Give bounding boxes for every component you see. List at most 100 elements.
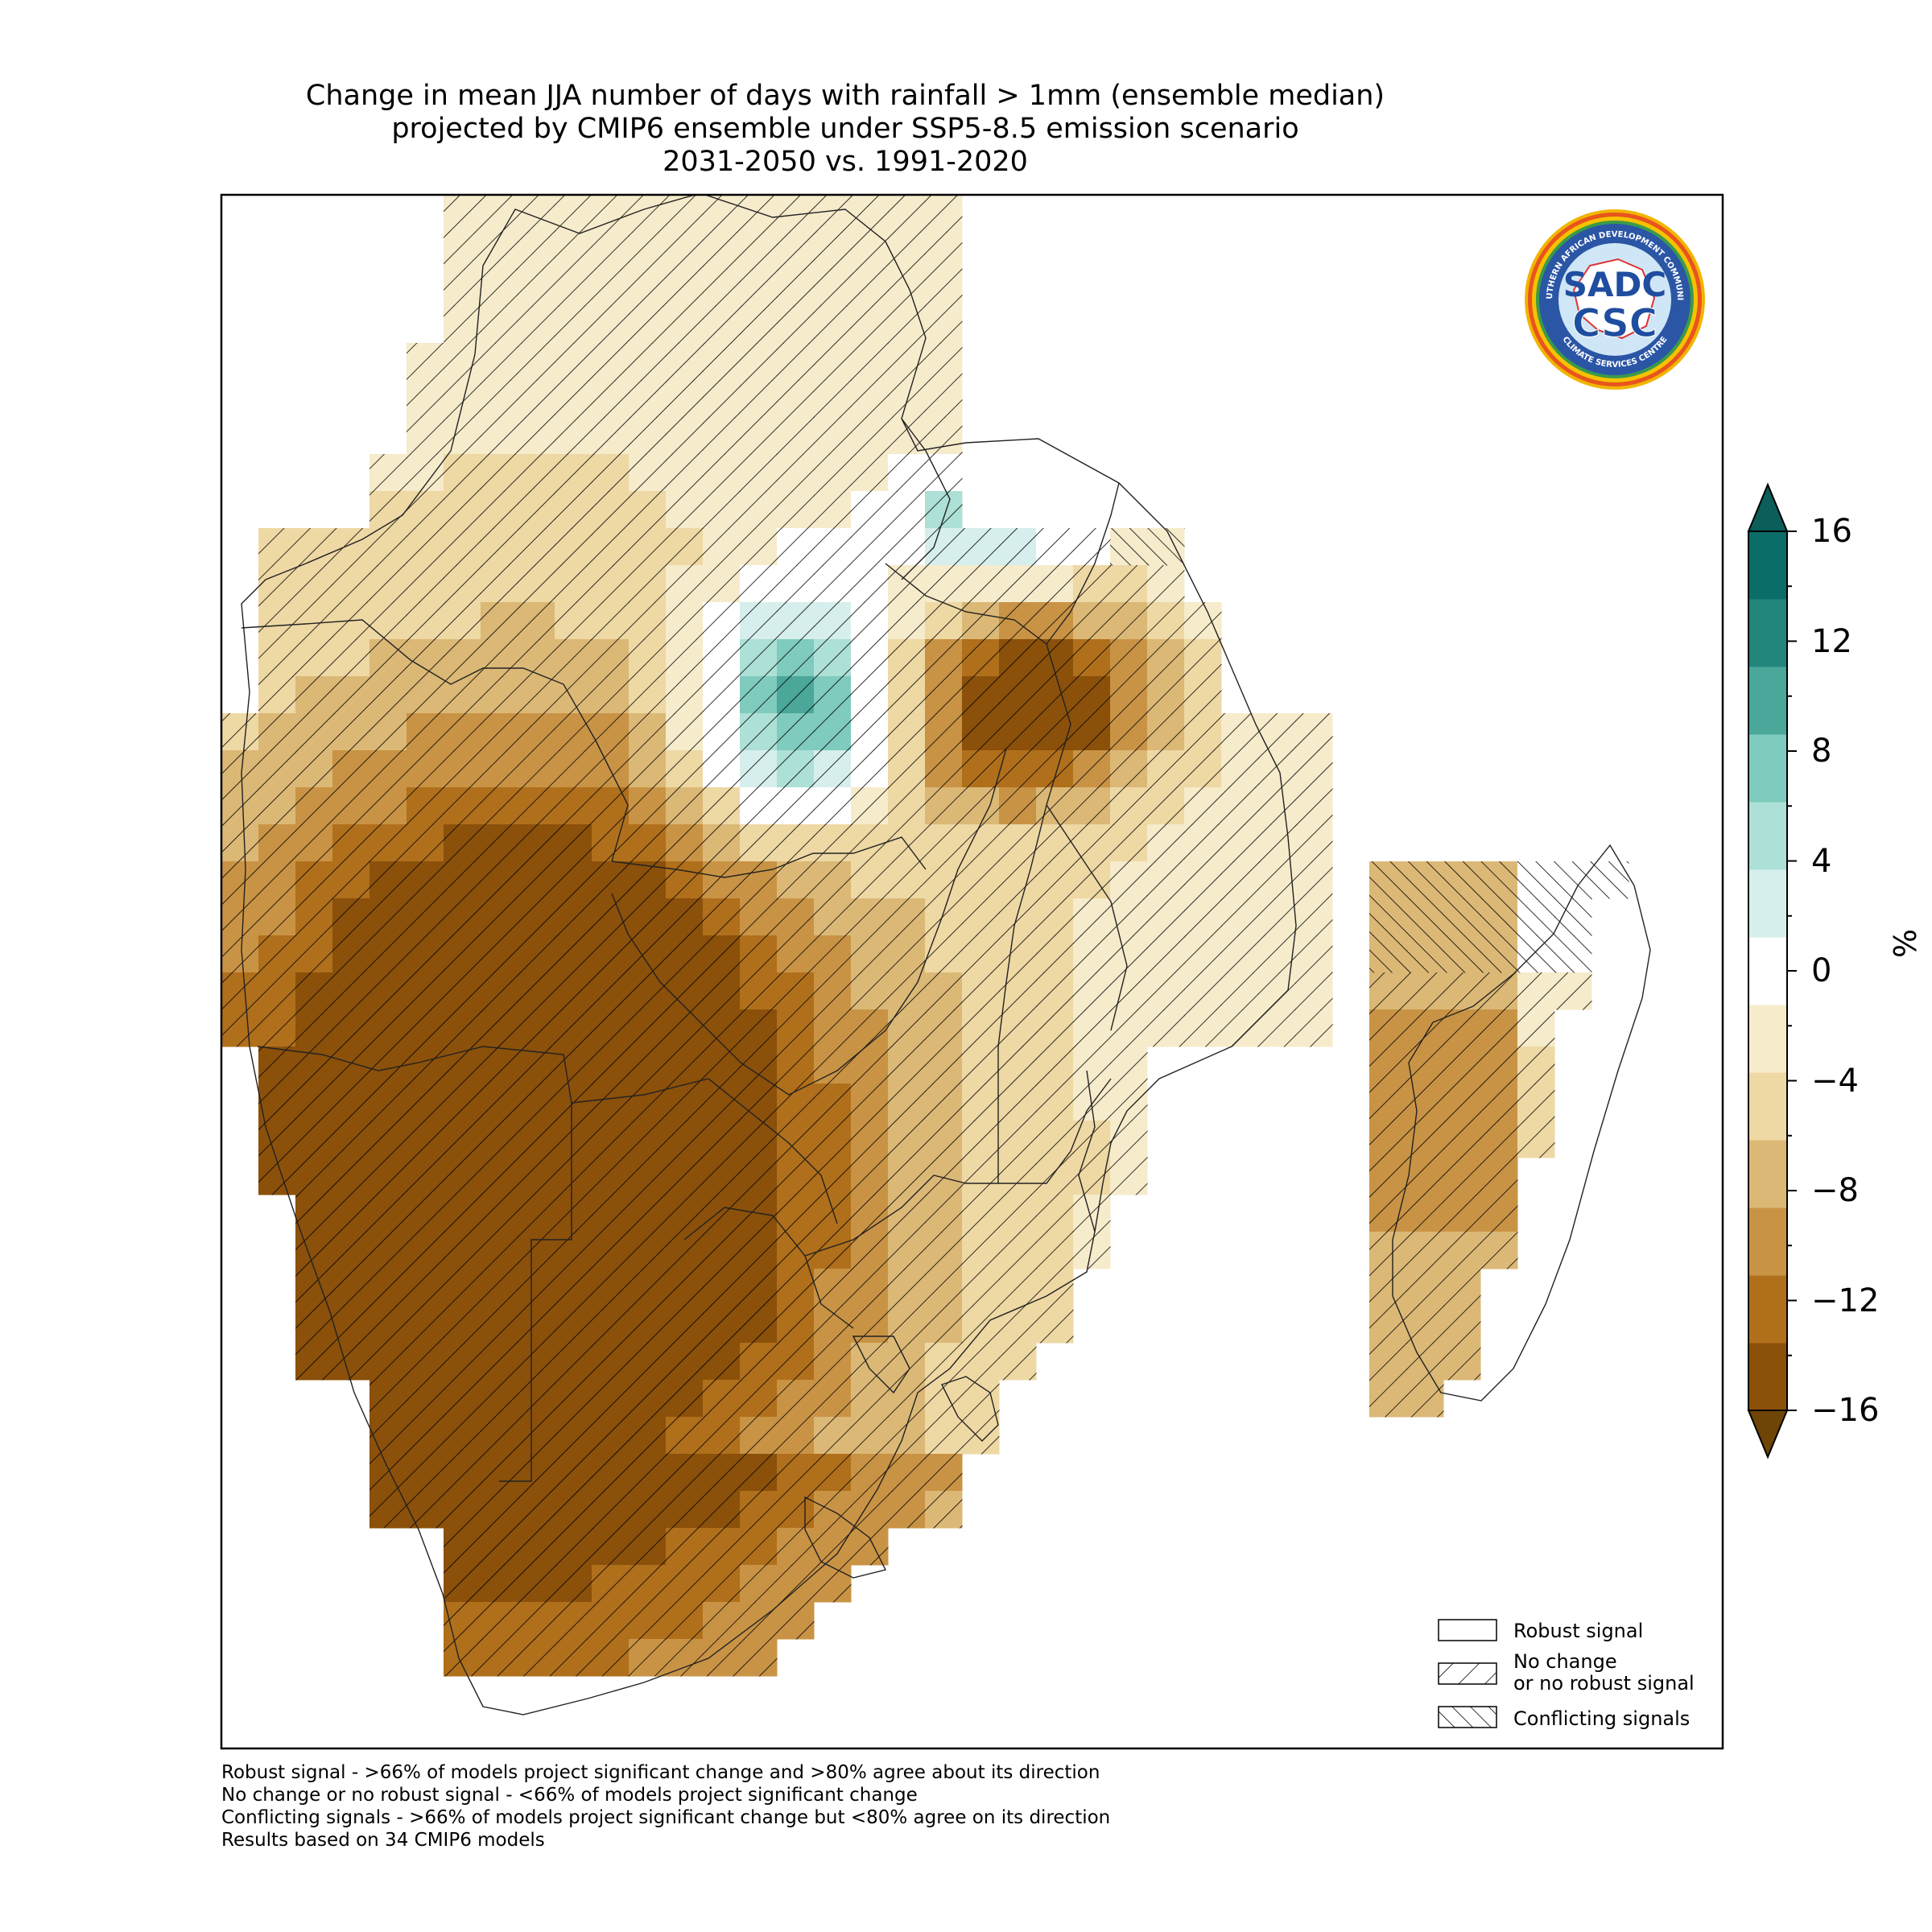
hatch-cell xyxy=(851,232,889,270)
hatch-cell xyxy=(1406,1009,1444,1047)
hatch-cell xyxy=(555,1565,592,1603)
hatch-cell xyxy=(444,898,481,936)
hatch-cell xyxy=(555,491,592,529)
hatch-cell xyxy=(481,1158,518,1195)
hatch-cell xyxy=(629,232,667,270)
hatch-cell xyxy=(999,898,1037,936)
hatch-cell xyxy=(407,1121,444,1158)
hatch-cell xyxy=(592,454,630,492)
hatch-cell xyxy=(666,1380,704,1418)
hatch-cell xyxy=(444,269,481,307)
hatch-cell xyxy=(925,1195,963,1232)
hatch-cell xyxy=(1517,1084,1555,1121)
colorbar-segment xyxy=(1748,1005,1787,1073)
hatch-cell xyxy=(925,1491,963,1529)
colorbar-segment xyxy=(1748,531,1787,600)
hatch-cell xyxy=(703,306,741,344)
hatch-cell xyxy=(592,1232,630,1269)
hatch-cell xyxy=(1369,898,1407,936)
hatch-cell xyxy=(555,861,592,899)
hatch-cell xyxy=(407,787,444,825)
hatch-cell xyxy=(962,713,1000,751)
hatch-cell xyxy=(1406,1306,1444,1344)
colorbar-unit: % xyxy=(1888,928,1923,958)
hatch-cell xyxy=(1110,565,1148,603)
hatch-cell xyxy=(851,1232,889,1269)
hatch-cell xyxy=(481,491,518,529)
hatch-cell xyxy=(962,1195,1000,1232)
hatch-cell xyxy=(518,491,555,529)
hatch-cell xyxy=(221,824,259,862)
hatch-cell xyxy=(777,454,815,492)
hatch-cell xyxy=(703,1491,741,1529)
hatch-cell xyxy=(666,898,704,936)
hatch-cell xyxy=(481,1009,518,1047)
hatch-cell xyxy=(851,306,889,344)
hatch-cell xyxy=(925,861,963,899)
hatch-cell xyxy=(481,1084,518,1121)
hatch-cell xyxy=(444,565,481,603)
hatch-cell xyxy=(1443,1158,1481,1195)
hatch-cell xyxy=(666,787,704,825)
hatch-cell xyxy=(444,1084,481,1121)
hatch-cell xyxy=(1184,787,1222,825)
hatch-cell xyxy=(1221,750,1259,788)
hatch-cell xyxy=(407,528,444,566)
hatch-cell xyxy=(444,1121,481,1158)
hatch-cell xyxy=(777,232,815,270)
hatch-cell xyxy=(851,676,889,714)
hatch-cell xyxy=(481,380,518,418)
hatch-cell xyxy=(925,1084,963,1121)
hatch-cell xyxy=(999,639,1037,677)
hatch-cell xyxy=(666,639,704,677)
hatch-cell xyxy=(444,1232,481,1269)
hatch-cell xyxy=(592,1491,630,1529)
hatch-cell xyxy=(481,713,518,751)
hatch-cell xyxy=(592,306,630,344)
hatch-cell xyxy=(1184,602,1222,640)
hatch-cell xyxy=(1147,787,1185,825)
hatch-cell xyxy=(740,972,778,1010)
hatch-cell xyxy=(629,1380,667,1418)
hatch-cell xyxy=(777,935,815,973)
hatch-cell xyxy=(295,898,333,936)
hatch-cell xyxy=(851,269,889,307)
hatch-cell xyxy=(1110,1084,1148,1121)
hatch-cell xyxy=(258,565,296,603)
hatch-cell xyxy=(777,1084,815,1121)
hatch-cell xyxy=(1554,935,1592,973)
hatch-cell xyxy=(481,306,518,344)
hatch-cell xyxy=(518,1009,555,1047)
hatch-cell xyxy=(851,750,889,788)
hatch-cell xyxy=(407,676,444,714)
hatch-cell xyxy=(962,1158,1000,1195)
hatch-cell xyxy=(555,565,592,603)
hatch-cell xyxy=(1147,898,1185,936)
hatch-cell xyxy=(369,1195,407,1232)
hatch-cell xyxy=(925,565,963,603)
hatch-cell xyxy=(1147,750,1185,788)
hatch-cell xyxy=(703,1528,741,1566)
hatch-cell xyxy=(555,380,592,418)
hatch-cell xyxy=(962,1306,1000,1344)
hatch-cell xyxy=(814,1306,852,1344)
hatch-cell xyxy=(1036,1195,1074,1232)
hatch-cell xyxy=(703,787,741,825)
hatch-cell xyxy=(221,861,259,899)
hatch-cell xyxy=(369,639,407,677)
hatch-cell xyxy=(221,972,259,1010)
hatch-cell xyxy=(925,1232,963,1269)
hatch-cell xyxy=(1110,1158,1148,1195)
hatch-cell xyxy=(962,528,1000,566)
hatch-cell xyxy=(444,491,481,529)
hatch-cell xyxy=(925,528,963,566)
hatch-cell xyxy=(740,1009,778,1047)
hatch-cell xyxy=(814,565,852,603)
hatch-cell xyxy=(629,1528,667,1566)
hatch-cell xyxy=(629,1195,667,1232)
legend-conflicting-label: Conflicting signals xyxy=(1513,1707,1690,1730)
hatch-cell xyxy=(1480,898,1518,936)
hatch-cell xyxy=(332,676,370,714)
hatch-cell xyxy=(999,1121,1037,1158)
hatch-cell xyxy=(666,1565,704,1603)
